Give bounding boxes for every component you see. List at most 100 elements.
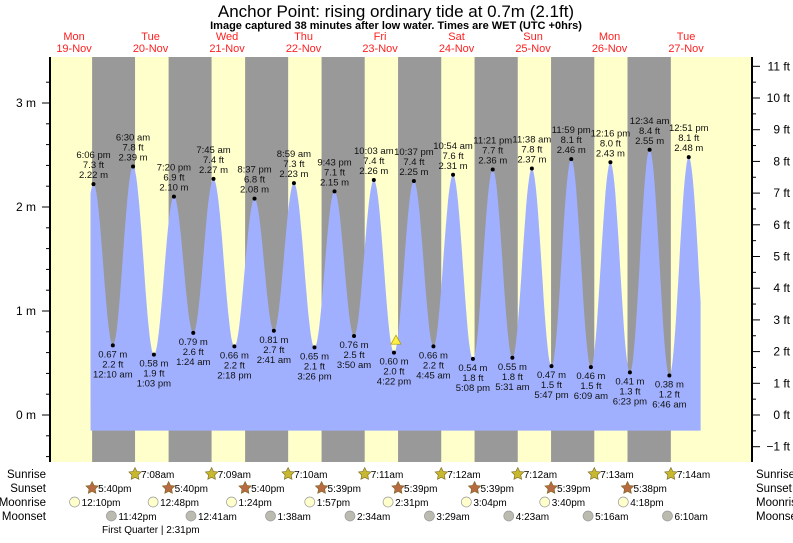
moonrise-time: 12:48pm <box>160 498 199 509</box>
high-tide-label: 10:54 am <box>433 141 473 152</box>
high-tide-label: 10:03 am <box>354 146 394 157</box>
low-tide-label: 0.67 m <box>98 349 127 360</box>
high-tide-label: 2.39 m <box>118 152 147 163</box>
moonset-time: 3:29am <box>436 512 469 523</box>
high-tide-label: 2.37 m <box>517 155 546 166</box>
low-tide-label: 6:46 am <box>652 399 686 410</box>
left-tick-label: 3 m <box>16 96 36 110</box>
low-tide-label: 0.38 m <box>655 379 684 390</box>
high-tide-label: 9:43 pm <box>317 157 351 168</box>
low-tide-label: 1:03 pm <box>137 379 171 390</box>
low-tide-label: 1.8 ft <box>462 373 483 384</box>
sunset-star-icon <box>467 480 482 494</box>
low-tide-label: 2.2 ft <box>423 360 444 371</box>
sunset-star-icon <box>620 480 635 494</box>
high-tide-label: 2.26 m <box>359 166 388 177</box>
row-label-sunset: Sunset <box>756 483 793 495</box>
low-tide-label: 2.7 ft <box>263 345 284 356</box>
extreme-point <box>131 164 136 169</box>
low-tide-label: 2.0 ft <box>383 367 404 378</box>
extreme-point <box>371 177 376 182</box>
right-tick-label: 6 ft <box>773 218 790 232</box>
moonrise-time: 3:04pm <box>473 498 506 509</box>
row-label-moonrise: Moonrise <box>0 497 46 509</box>
moonrise-moon-icon <box>460 496 472 508</box>
low-tide-label: 5:31 am <box>495 382 529 393</box>
sunset-time: 5:39pm <box>557 484 590 495</box>
moonset-time: 2:34am <box>357 512 390 523</box>
current-tide-marker-icon <box>390 334 402 345</box>
right-tick-label: 3 ft <box>773 313 790 327</box>
day-name: Thu <box>294 31 313 43</box>
day-name: Tue <box>141 31 160 43</box>
sunrise-time: 7:10am <box>294 470 327 481</box>
moonset-moon-icon <box>265 510 276 522</box>
sunrise-star-icon <box>357 466 372 480</box>
low-tide-label: 5:47 pm <box>534 390 568 401</box>
low-tide-label: 3:26 pm <box>297 371 331 382</box>
low-tide-label: 5:08 pm <box>456 383 490 394</box>
high-tide-label: 2.55 m <box>635 136 664 147</box>
sunrise-time: 7:11am <box>371 470 404 481</box>
high-tide-label: 7.4 ft <box>363 156 384 167</box>
high-tide-label: 8.1 ft <box>561 135 582 146</box>
low-tide-label: 0.54 m <box>458 363 487 374</box>
right-tick-label: 4 ft <box>773 281 790 295</box>
moonset-time: 6:10am <box>674 512 707 523</box>
day-date: 23-Nov <box>362 43 398 55</box>
sunrise-time: 7:13am <box>600 470 633 481</box>
moonset-moon-icon <box>424 510 435 522</box>
low-tide-label: 0.41 m <box>615 376 644 387</box>
high-tide-label: 2.15 m <box>320 177 349 188</box>
extreme-point <box>411 179 416 183</box>
right-tick-label: 11 ft <box>768 59 791 73</box>
moonset-time: 1:38am <box>278 512 311 523</box>
right-tick-label: 7 ft <box>773 186 790 200</box>
day-name: Mon <box>599 31 620 43</box>
high-tide-label: 11:21 pm <box>473 136 512 147</box>
high-tide-label: 12:16 pm <box>591 128 631 139</box>
axes: 0 m 1 m 2 m 3 m −1 ft 0 ft 1 ft 2 ft 3 ft 4 ft 5 f… <box>16 57 791 462</box>
high-tide-label: 7.1 ft <box>324 167 345 178</box>
low-tide-label: 0.81 m <box>259 335 288 346</box>
row-label-moonset: Moonset <box>756 511 793 523</box>
high-tide-label: 8.0 ft <box>600 138 621 149</box>
low-tide-label: 6:23 pm <box>613 396 647 407</box>
day-name: Sat <box>448 31 465 43</box>
extreme-point <box>271 328 276 333</box>
left-tick-label: 1 m <box>16 304 36 318</box>
extreme-point <box>686 155 691 160</box>
low-tide-label: 0.66 m <box>419 350 448 361</box>
high-tide-label: 2.23 m <box>279 169 308 180</box>
extreme-point <box>647 147 652 152</box>
low-tide-label: 2.5 ft <box>343 350 364 361</box>
day-date: 25-Nov <box>515 43 551 55</box>
high-tide-label: 7.6 ft <box>442 151 463 162</box>
day-date: 19-Nov <box>56 43 92 55</box>
extreme-point <box>312 345 317 350</box>
high-tide-label: 8:37 pm <box>237 165 271 176</box>
right-tick-label: 9 ft <box>773 123 790 137</box>
high-tide-label: 2.27 m <box>199 165 228 176</box>
moonset-time: 11:42pm <box>118 512 156 523</box>
sunset-star-icon <box>85 480 99 494</box>
sunrise-star-icon <box>587 466 602 480</box>
extreme-point <box>529 166 534 171</box>
low-tide-label: 2.1 ft <box>304 361 325 372</box>
moonset-moon-icon <box>662 510 673 522</box>
moonset-time: 12:41am <box>198 512 237 523</box>
moonrise-time: 4:18pm <box>630 498 663 509</box>
extreme-point <box>627 370 632 375</box>
high-tide-label: 6:30 am <box>116 132 150 143</box>
low-tide-label: 0.47 m <box>537 370 566 381</box>
right-tick-label: −1 ft <box>766 440 790 454</box>
sunset-star-icon <box>314 480 329 494</box>
extreme-point <box>291 181 296 186</box>
sunset-star-icon <box>161 480 176 494</box>
high-tide-label: 7.3 ft <box>283 159 304 170</box>
low-tide-label: 0.79 m <box>179 337 208 348</box>
sunrise-time: 7:14am <box>677 470 710 481</box>
extreme-point <box>151 352 156 357</box>
extreme-point <box>232 344 237 349</box>
